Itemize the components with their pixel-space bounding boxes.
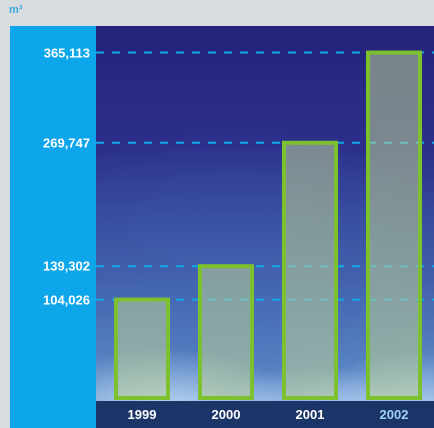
x-tick-label-1999: 1999: [127, 407, 157, 422]
bar-2001: [282, 140, 338, 401]
axis-tick-mark-1999: [90, 298, 96, 301]
x-tick-label-2002: 2002: [379, 407, 409, 422]
x-tick-label-2001: 2001: [295, 407, 325, 422]
bar-2002: [366, 50, 422, 400]
x-tick-label-2000: 2000: [211, 407, 241, 422]
bar-2000: [198, 264, 254, 400]
y-tick-label-2000: 139,302: [43, 258, 90, 274]
bar-1999: [114, 297, 170, 401]
y-axis-panel: 104,026 139,302 269,747 365,113: [10, 26, 96, 428]
axis-tick-mark-2001: [90, 141, 96, 144]
y-axis-unit-label: m³: [9, 4, 23, 16]
y-tick-label-2001: 269,747: [43, 135, 90, 151]
x-axis-band: [96, 401, 434, 428]
axis-tick-mark-2000: [90, 265, 96, 268]
bar-chart: [96, 50, 434, 401]
chart-plot-area: 1999 2000 2001 2002: [96, 26, 434, 428]
y-tick-label-2002: 365,113: [43, 45, 90, 61]
axis-tick-mark-2002: [90, 51, 96, 54]
y-tick-label-1999: 104,026: [43, 292, 90, 308]
